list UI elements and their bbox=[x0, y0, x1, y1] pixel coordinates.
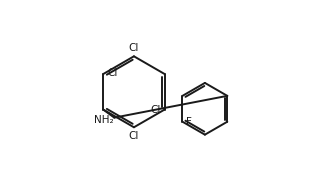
Text: Cl: Cl bbox=[151, 104, 161, 114]
Text: Cl: Cl bbox=[129, 131, 139, 141]
Text: Cl: Cl bbox=[107, 68, 117, 78]
Text: NH₂: NH₂ bbox=[94, 115, 114, 125]
Text: F: F bbox=[186, 117, 192, 127]
Text: Cl: Cl bbox=[129, 43, 139, 53]
